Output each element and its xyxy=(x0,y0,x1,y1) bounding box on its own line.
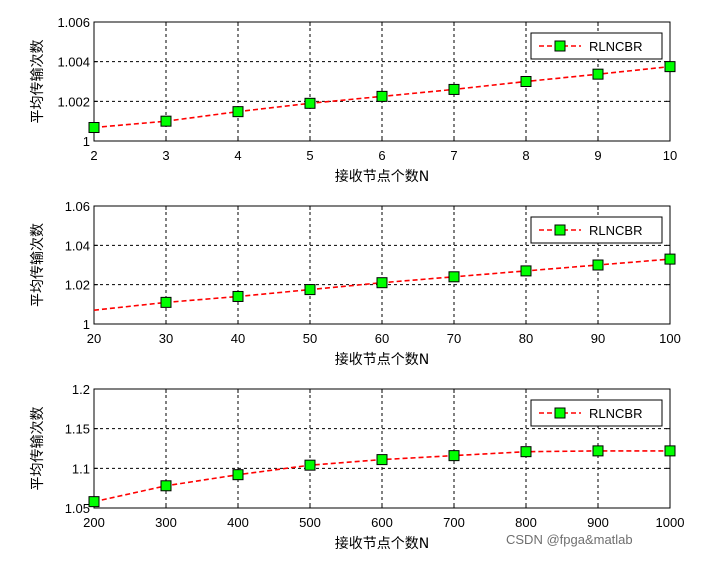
data-point xyxy=(304,284,316,296)
x-tick-label: 100 xyxy=(659,331,681,346)
x-tick-label: 6 xyxy=(378,148,385,163)
x-tick-label: 800 xyxy=(515,515,537,530)
data-point xyxy=(448,83,460,95)
y-tick-label: 1.1 xyxy=(72,461,90,476)
data-point xyxy=(88,122,100,134)
x-tick-label: 5 xyxy=(306,148,313,163)
legend-marker xyxy=(554,224,566,236)
x-tick-label: 80 xyxy=(519,331,533,346)
y-tick-label: 1.004 xyxy=(57,55,90,70)
x-tick-label: 300 xyxy=(155,515,177,530)
legend-label: RLNCBR xyxy=(589,406,642,421)
x-axis-label: 接收节点个数N xyxy=(335,351,429,368)
data-point xyxy=(376,90,388,102)
data-point xyxy=(160,296,172,308)
data-point xyxy=(448,271,460,283)
x-tick-label: 1000 xyxy=(656,515,685,530)
legend-label: RLNCBR xyxy=(589,223,642,238)
chart-panel-2: 20 30 40 50 60 70 80 90 100 1 1.02 1.04 1.06 接收节点个数N 平… xyxy=(30,199,681,368)
x-tick-label: 7 xyxy=(450,148,457,163)
data-point xyxy=(592,445,604,457)
x-tick-label: 9 xyxy=(594,148,601,163)
x-tick-label: 700 xyxy=(443,515,465,530)
legend-box xyxy=(530,399,663,427)
legend: RLNCBR xyxy=(530,32,663,60)
chart-panel-1: 2 3 4 5 6 7 8 9 10 1 1.002 1.004 1.006 接收节点个数N 平均传输次数 R… xyxy=(30,15,677,185)
legend-marker xyxy=(554,40,566,52)
x-tick-label: 90 xyxy=(591,331,605,346)
x-tick-label: 40 xyxy=(231,331,245,346)
data-point xyxy=(304,97,316,109)
x-tick-label: 500 xyxy=(299,515,321,530)
data-point xyxy=(448,450,460,462)
x-tick-label: 400 xyxy=(227,515,249,530)
x-tick-label: 50 xyxy=(303,331,317,346)
y-tick-label: 1.006 xyxy=(57,15,90,30)
x-axis-label: 接收节点个数N xyxy=(335,168,429,185)
data-point xyxy=(664,61,676,73)
y-tick-label: 1.04 xyxy=(65,238,90,253)
data-point xyxy=(88,496,100,508)
legend-box xyxy=(530,32,663,60)
data-point xyxy=(520,76,532,87)
y-tick-label: 1.05 xyxy=(65,501,90,516)
data-point xyxy=(232,469,244,481)
legend-marker xyxy=(554,407,566,419)
data-point xyxy=(520,265,532,277)
y-tick-label: 1.2 xyxy=(72,382,90,397)
y-axis-label: 平均传输次数 xyxy=(30,223,46,307)
y-axis-label: 平均传输次数 xyxy=(30,407,46,491)
x-tick-label: 30 xyxy=(159,331,173,346)
data-point xyxy=(376,277,388,289)
x-tick-label: 70 xyxy=(447,331,461,346)
data-point xyxy=(160,115,172,127)
x-tick-label: 3 xyxy=(162,148,169,163)
x-tick-label: 20 xyxy=(87,331,101,346)
y-tick-label: 1.15 xyxy=(65,422,90,437)
data-point xyxy=(376,454,388,466)
x-tick-label: 600 xyxy=(371,515,393,530)
legend: RLNCBR xyxy=(530,399,663,427)
x-tick-label: 10 xyxy=(663,148,677,163)
y-axis-label: 平均传输次数 xyxy=(30,40,46,124)
y-tick-label: 1.02 xyxy=(65,278,90,293)
data-point xyxy=(592,259,604,271)
y-tick-label: 1.002 xyxy=(57,94,90,109)
y-tick-label: 1.06 xyxy=(65,199,90,214)
data-point xyxy=(592,68,604,80)
x-tick-label: 4 xyxy=(234,148,241,163)
chart-panel-3: 200 300 400 500 600 700 800 900 1000 1.05 1.1 1.15 1… xyxy=(30,382,684,552)
data-point xyxy=(160,480,172,492)
x-axis-label: 接收节点个数N xyxy=(335,535,429,552)
legend: RLNCBR xyxy=(530,216,663,244)
data-point xyxy=(232,290,244,302)
x-tick-label: 8 xyxy=(522,148,529,163)
data-point xyxy=(304,459,316,471)
watermark-text: CSDN @fpga&matlab xyxy=(506,532,633,547)
x-tick-label: 900 xyxy=(587,515,609,530)
x-tick-label: 60 xyxy=(375,331,389,346)
y-tick-label: 1 xyxy=(83,317,90,332)
legend-box xyxy=(530,216,663,244)
x-tick-label: 200 xyxy=(83,515,105,530)
y-tick-label: 1 xyxy=(83,134,90,149)
data-point xyxy=(664,253,676,265)
data-point xyxy=(664,445,676,457)
data-point xyxy=(520,446,532,458)
x-tick-label: 2 xyxy=(90,148,97,163)
legend-label: RLNCBR xyxy=(589,39,642,54)
data-point xyxy=(232,106,244,118)
